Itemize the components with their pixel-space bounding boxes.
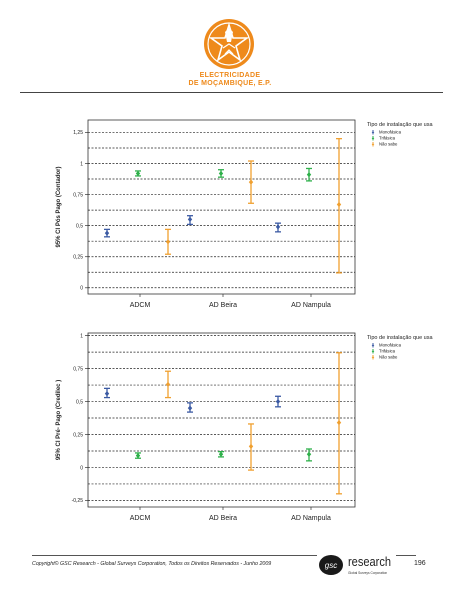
chart-pre-pago: -0,25 0 0,25 0,5 0,75 1 95% CI Pré- Pago (Cred… xyxy=(56,332,433,522)
legend-entry: Trifásica xyxy=(379,349,396,354)
edm-logo xyxy=(204,19,254,69)
legend-entry: Não sabe xyxy=(379,142,398,147)
y-tick-label: 0 xyxy=(80,465,83,471)
company-name-line1: ELECTRICIDADE xyxy=(199,72,261,79)
y-tick-label: 0,5 xyxy=(76,223,83,229)
mean-marker xyxy=(104,230,110,236)
legend-title: Tipo de instalação que usa xyxy=(367,122,433,128)
legend-swatch-marker xyxy=(371,344,375,347)
mean-marker xyxy=(218,170,224,177)
x-tick-label: AD Nampula xyxy=(291,302,331,309)
copyright-text: Copyright© GSC Research - Global Surveys… xyxy=(32,561,272,567)
gsc-tagline: Global Surveys Corporation xyxy=(348,571,388,575)
legend-swatch-marker xyxy=(371,131,375,134)
mean-marker xyxy=(165,381,171,388)
x-tick-label: ADCM xyxy=(130,302,151,309)
plot-frame xyxy=(87,332,356,508)
y-tick-label: 0,25 xyxy=(73,432,83,438)
x-tick-label: ADCM xyxy=(130,515,151,522)
gsc-wordmark: research xyxy=(348,554,391,569)
mean-marker xyxy=(275,224,281,230)
chart-pos-pago: 0 0,25 0,5 0,75 1 1,25 95% CI Pós Pago (Contad… xyxy=(56,119,433,309)
legend-entry: Monofásica xyxy=(379,343,402,348)
y-tick-label: 1 xyxy=(80,161,83,167)
footer-divider xyxy=(32,555,317,556)
y-tick-label: 1 xyxy=(80,333,83,339)
legend-entry: Trifásica xyxy=(379,136,396,141)
mean-marker xyxy=(135,452,141,459)
y-tick-label: 1,25 xyxy=(73,130,83,136)
mean-marker xyxy=(135,170,141,177)
y-axis-label: 95% CI Pós Pago (Contador) xyxy=(56,166,62,247)
mean-marker xyxy=(306,172,312,178)
plot-frame xyxy=(87,119,356,295)
y-tick-label: -0,25 xyxy=(72,498,84,504)
legend-entry: Não sabe xyxy=(379,355,398,360)
footer-divider-right xyxy=(396,555,416,556)
y-tick-label: 0,5 xyxy=(76,399,83,405)
gsc-logo: gsc xyxy=(319,555,343,575)
header-divider xyxy=(20,92,443,93)
mean-marker xyxy=(218,451,224,457)
legend-swatch-marker xyxy=(371,356,375,359)
legend-swatch-marker xyxy=(371,350,375,353)
x-tick-label: AD Beira xyxy=(209,515,237,522)
y-tick-label: 0 xyxy=(80,286,83,292)
legend-swatch-marker xyxy=(371,137,375,140)
x-tick-label: AD Beira xyxy=(209,302,237,309)
y-tick-label: 0,25 xyxy=(73,255,83,261)
mean-marker xyxy=(187,216,193,223)
company-name-line2: DE MOÇAMBIQUE, E.P. xyxy=(188,80,272,87)
y-axis-label: 95% CI Pré- Pago (Credilec ) xyxy=(56,380,62,460)
legend-entry: Monofásica xyxy=(379,130,402,135)
mean-marker xyxy=(336,201,342,208)
y-tick-label: 0,75 xyxy=(73,366,83,372)
legend-title: Tipo de instalação que usa xyxy=(367,335,433,341)
x-tick-label: AD Nampula xyxy=(291,515,331,522)
mean-marker xyxy=(165,239,171,245)
page-number: 196 xyxy=(414,560,426,567)
mean-marker xyxy=(248,179,254,185)
gsc-logo-prefix: gsc xyxy=(325,561,337,570)
y-tick-label: 0,75 xyxy=(73,192,83,198)
legend-swatch-marker xyxy=(371,143,375,146)
